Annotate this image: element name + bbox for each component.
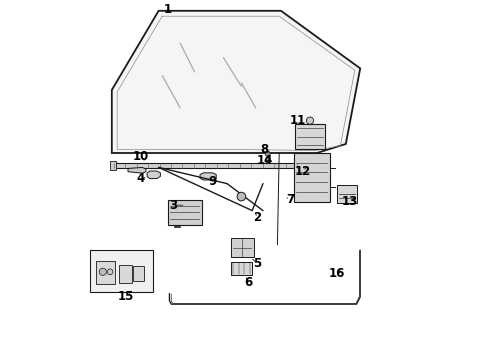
Text: 10: 10 <box>132 150 149 163</box>
Bar <box>231 238 254 257</box>
Text: 16: 16 <box>329 267 345 280</box>
Text: 15: 15 <box>118 291 134 303</box>
Bar <box>294 124 325 149</box>
Text: 9: 9 <box>208 175 217 188</box>
Text: 8: 8 <box>261 143 269 156</box>
Bar <box>337 185 357 203</box>
Polygon shape <box>128 167 146 173</box>
Text: 14: 14 <box>257 154 273 167</box>
Bar <box>119 265 132 283</box>
Text: 2: 2 <box>253 211 262 224</box>
Bar <box>133 266 144 281</box>
Circle shape <box>265 158 270 163</box>
Circle shape <box>265 151 270 156</box>
Bar <box>168 200 202 225</box>
Bar <box>294 153 330 202</box>
Bar <box>90 250 153 292</box>
Text: 12: 12 <box>294 165 311 177</box>
Polygon shape <box>112 11 360 153</box>
Text: 3: 3 <box>169 199 177 212</box>
Circle shape <box>107 269 113 275</box>
Text: 6: 6 <box>245 276 253 289</box>
Polygon shape <box>147 171 160 179</box>
Bar <box>231 262 252 275</box>
Bar <box>110 161 117 170</box>
Text: 5: 5 <box>253 257 262 270</box>
Text: 7: 7 <box>286 193 294 206</box>
Circle shape <box>237 192 245 201</box>
Circle shape <box>99 268 106 275</box>
Bar <box>114 163 297 168</box>
Polygon shape <box>200 173 216 180</box>
Text: 13: 13 <box>341 195 358 208</box>
Bar <box>96 261 116 284</box>
Text: 11: 11 <box>290 114 306 127</box>
Circle shape <box>306 117 314 124</box>
Text: 4: 4 <box>137 172 145 185</box>
Text: 1: 1 <box>164 3 171 15</box>
